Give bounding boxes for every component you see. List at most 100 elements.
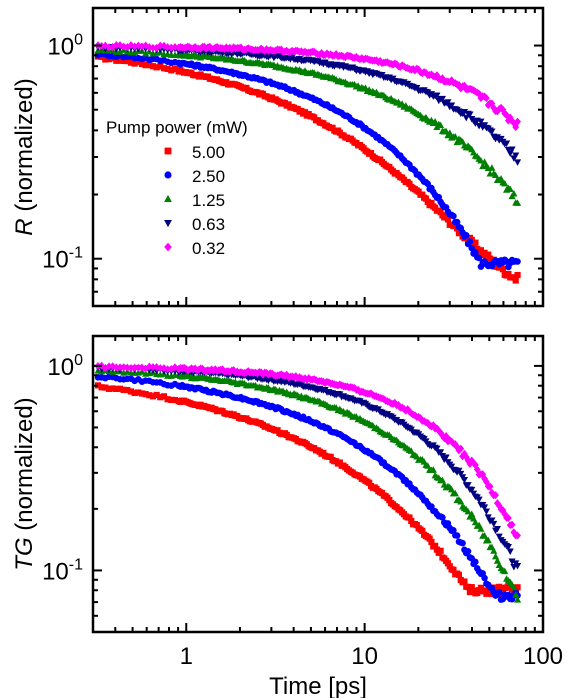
data-point (514, 258, 521, 265)
data-point (138, 390, 146, 397)
data-point (501, 179, 509, 187)
data-point (506, 548, 514, 556)
data-point (367, 149, 375, 157)
data-point (135, 58, 142, 66)
data-point (433, 445, 441, 453)
data-point (156, 41, 164, 50)
data-point (138, 60, 146, 68)
data-point (461, 578, 468, 585)
data-point (134, 363, 142, 372)
data-point (502, 140, 511, 148)
data-point (442, 454, 450, 461)
data-point (102, 384, 109, 391)
data-point (237, 43, 245, 52)
data-point (464, 456, 472, 465)
data-point (428, 199, 435, 207)
data-point (164, 396, 171, 403)
data-point (164, 365, 172, 374)
series-0-32 (94, 41, 521, 132)
data-point (439, 514, 446, 521)
legend-marker (164, 147, 172, 155)
data-point (490, 547, 498, 554)
legend-label: 0.32 (192, 239, 225, 258)
data-point (428, 70, 435, 79)
y-axis-label-symbol: R (11, 218, 38, 235)
legend: Pump power (mW) 5.00 2.50 1.25 0.63 0.32 (106, 118, 248, 258)
data-point (482, 94, 490, 103)
data-point (481, 504, 489, 511)
data-point (490, 103, 498, 112)
data-point (419, 527, 426, 534)
data-point (510, 583, 518, 591)
data-point (417, 414, 424, 423)
data-layer (94, 361, 522, 603)
data-point (488, 99, 496, 108)
data-point (492, 584, 499, 591)
data-point (504, 514, 512, 523)
data-point (149, 393, 157, 400)
data-point (433, 71, 441, 80)
data-point (440, 434, 448, 443)
data-point (466, 238, 474, 245)
data-point (513, 199, 522, 206)
data-point (495, 533, 503, 541)
data-point (506, 113, 514, 122)
data-point (505, 270, 512, 278)
data-point (513, 159, 522, 166)
data-point (479, 470, 487, 479)
data-point (466, 111, 474, 118)
data-point (142, 62, 149, 69)
data-point (444, 216, 452, 223)
data-point (459, 452, 466, 461)
data-point (453, 443, 461, 452)
data-point (102, 56, 109, 63)
data-point (481, 532, 489, 539)
data-point (112, 41, 120, 50)
y-axis-label-symbol: TG (11, 537, 38, 570)
data-point (160, 393, 168, 400)
data-point (486, 482, 494, 491)
series-5-00 (94, 382, 521, 598)
data-point (406, 514, 413, 521)
data-point (514, 117, 521, 126)
y-axis-label-text: (normalized) (11, 397, 38, 537)
data-point (481, 587, 488, 594)
data-point (495, 501, 503, 510)
data-point (453, 532, 461, 539)
data-point (459, 539, 466, 547)
data-point (501, 510, 509, 519)
legend-marker (164, 242, 172, 252)
data-point (116, 385, 124, 392)
y-tick-base: 10 (42, 558, 69, 585)
data-point (135, 389, 142, 396)
data-point (422, 195, 430, 202)
data-point (451, 132, 459, 140)
data-point (490, 520, 498, 528)
data-point (451, 489, 459, 497)
data-point (424, 418, 432, 427)
data-point (120, 363, 128, 372)
data-point (160, 65, 168, 72)
data-point (450, 566, 457, 573)
data-point (492, 491, 499, 500)
data-point (501, 567, 509, 575)
data-point (142, 391, 149, 398)
legend-title: Pump power (mW) (106, 118, 248, 137)
data-point (171, 396, 179, 404)
y-tick-label: 100 (47, 352, 83, 381)
data-point (484, 536, 492, 544)
data-point (131, 363, 139, 372)
y-tick-label: 10-1 (42, 556, 83, 585)
data-point (506, 185, 514, 193)
data-point (116, 363, 124, 372)
data-point (219, 365, 226, 374)
legend-marker (164, 219, 172, 228)
data-point (492, 171, 500, 179)
y-axis-label: R (normalized) (11, 78, 38, 235)
x-axis-label: Time [ps] (269, 673, 367, 698)
data-point (464, 482, 472, 489)
data-point (503, 111, 510, 120)
data-point (457, 497, 465, 505)
data-point (475, 254, 483, 262)
